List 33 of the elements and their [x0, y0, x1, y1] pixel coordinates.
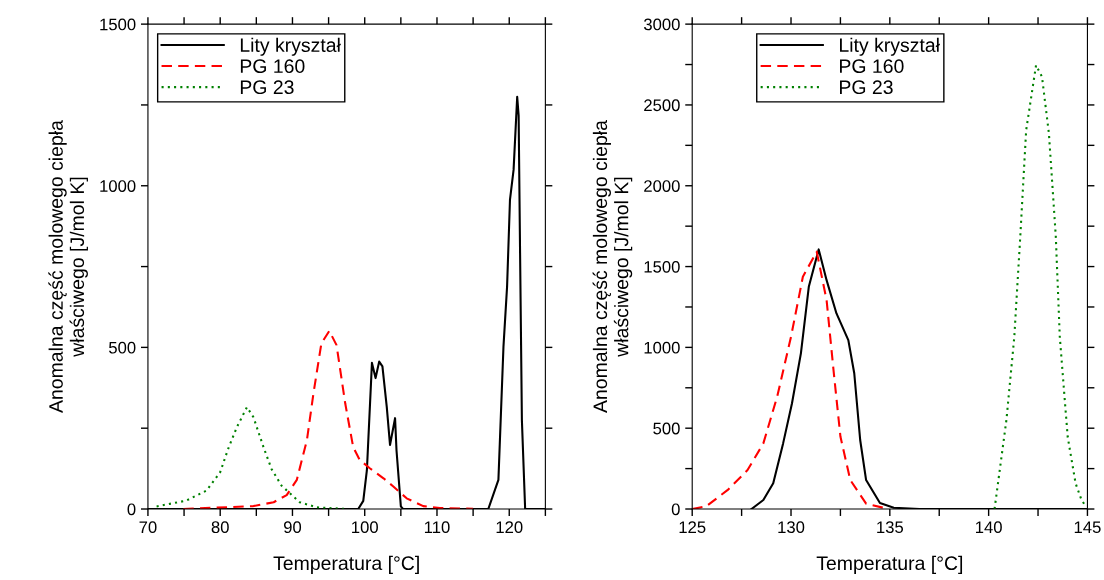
- legend-label: PG 160: [840, 59, 904, 74]
- line-series: [993, 64, 1087, 510]
- legend-label: PG 160: [240, 59, 305, 74]
- x-tick-label: 90: [283, 521, 302, 534]
- y-tick-label: 2000: [644, 180, 680, 192]
- y-tick-label: 2500: [644, 99, 680, 112]
- x-tick-label: 140: [976, 521, 1002, 534]
- x-axis-title: Temperatura [°C]: [273, 555, 419, 574]
- x-tick-label: 130: [778, 521, 805, 534]
- x-tick-label: 80: [211, 521, 229, 534]
- y-tick-label: 500: [108, 341, 136, 354]
- y-tick-label: 1000: [100, 180, 136, 192]
- y-tick-label: 1000: [644, 341, 680, 354]
- legend-label: PG 23: [840, 80, 893, 95]
- y-axis-title: Anomalna część molowego ciepła właściwego [J/mol K]: [592, 120, 633, 413]
- legend-label: Lity kryształ: [240, 37, 341, 56]
- x-tick-label: 125: [679, 521, 706, 534]
- x-tick-label: 145: [1074, 521, 1101, 534]
- x-axis-title: Temperatura [°C]: [816, 555, 963, 574]
- x-tick-label: 135: [877, 521, 904, 534]
- x-tick-label: 70: [139, 521, 157, 534]
- x-tick-label: 100: [352, 521, 378, 534]
- legend-label: Lity kryształ: [840, 37, 940, 56]
- y-tick-label: 1500: [100, 18, 136, 31]
- y-tick-label: 3000: [643, 18, 680, 31]
- y-tick-label: 1500: [644, 260, 680, 273]
- x-tick-label: 110: [424, 521, 450, 534]
- x-tick-label: 120: [496, 521, 523, 534]
- legend-label: PG 23: [240, 80, 294, 95]
- y-tick-label: 500: [653, 422, 680, 435]
- y-tick-label: 0: [127, 503, 136, 516]
- y-axis-title: Anomalna część molowego ciepła właściwego [J/mol K]: [48, 120, 88, 413]
- y-tick-label: 0: [671, 503, 680, 516]
